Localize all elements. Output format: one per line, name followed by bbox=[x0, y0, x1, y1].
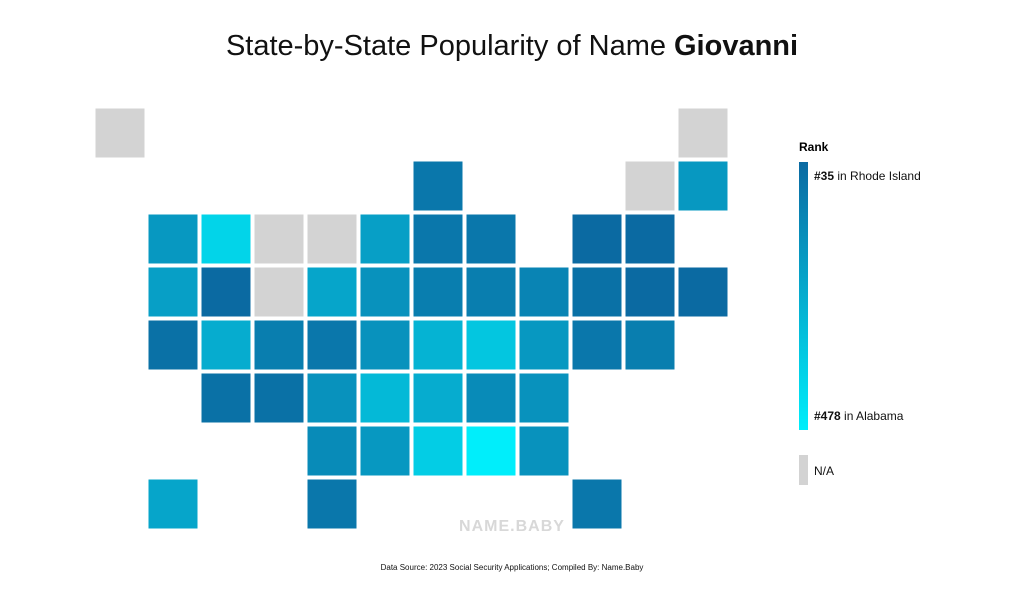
title: State-by-State Popularity of Name Giovann… bbox=[0, 30, 1024, 63]
title-text: State-by-State Popularity of Name bbox=[225, 30, 666, 62]
state bbox=[624, 266, 676, 318]
legend-top: #35 in Rhode Island bbox=[814, 169, 921, 183]
state bbox=[306, 372, 358, 424]
state bbox=[412, 160, 464, 212]
watermark: NAME.BABY bbox=[459, 518, 565, 535]
state bbox=[518, 372, 570, 424]
state bbox=[465, 266, 517, 318]
state bbox=[253, 213, 305, 265]
state bbox=[147, 319, 199, 371]
legend-na: N/A bbox=[814, 464, 835, 478]
state bbox=[412, 213, 464, 265]
state bbox=[253, 266, 305, 318]
state bbox=[200, 319, 252, 371]
state bbox=[624, 319, 676, 371]
state bbox=[412, 425, 464, 477]
state bbox=[200, 213, 252, 265]
state bbox=[677, 160, 729, 212]
state bbox=[94, 107, 146, 159]
state bbox=[571, 213, 623, 265]
legend-top-rank: #35 bbox=[814, 169, 835, 183]
state bbox=[306, 478, 358, 530]
state bbox=[518, 425, 570, 477]
state bbox=[253, 372, 305, 424]
title-name: Giovanni bbox=[673, 30, 799, 62]
state bbox=[677, 266, 729, 318]
state bbox=[147, 478, 199, 530]
state bbox=[624, 160, 676, 212]
state bbox=[306, 266, 358, 318]
state bbox=[518, 319, 570, 371]
state bbox=[465, 372, 517, 424]
state bbox=[571, 478, 623, 530]
state bbox=[465, 425, 517, 477]
state bbox=[359, 425, 411, 477]
state bbox=[571, 319, 623, 371]
state bbox=[147, 213, 199, 265]
legend-gradient bbox=[799, 162, 808, 430]
legend-heading: Rank bbox=[799, 140, 829, 154]
state bbox=[412, 319, 464, 371]
state bbox=[412, 372, 464, 424]
map bbox=[94, 107, 729, 530]
state bbox=[624, 213, 676, 265]
state bbox=[465, 319, 517, 371]
state bbox=[518, 266, 570, 318]
state bbox=[253, 319, 305, 371]
state bbox=[571, 266, 623, 318]
legend-bottom-label: in Alabama bbox=[844, 409, 904, 423]
state bbox=[465, 213, 517, 265]
source-note: Data Source: 2023 Social Security Applic… bbox=[380, 563, 644, 572]
state bbox=[359, 266, 411, 318]
state bbox=[306, 425, 358, 477]
legend-na-swatch bbox=[799, 455, 808, 485]
state bbox=[306, 213, 358, 265]
state bbox=[359, 213, 411, 265]
state bbox=[200, 372, 252, 424]
legend-top-label: in Rhode Island bbox=[837, 169, 921, 183]
state bbox=[677, 107, 729, 159]
legend-bottom-rank: #478 bbox=[814, 409, 841, 423]
legend-bottom: #478 in Alabama bbox=[814, 409, 903, 423]
state bbox=[147, 266, 199, 318]
state bbox=[359, 372, 411, 424]
state bbox=[306, 319, 358, 371]
state bbox=[200, 266, 252, 318]
state bbox=[359, 319, 411, 371]
state bbox=[412, 266, 464, 318]
